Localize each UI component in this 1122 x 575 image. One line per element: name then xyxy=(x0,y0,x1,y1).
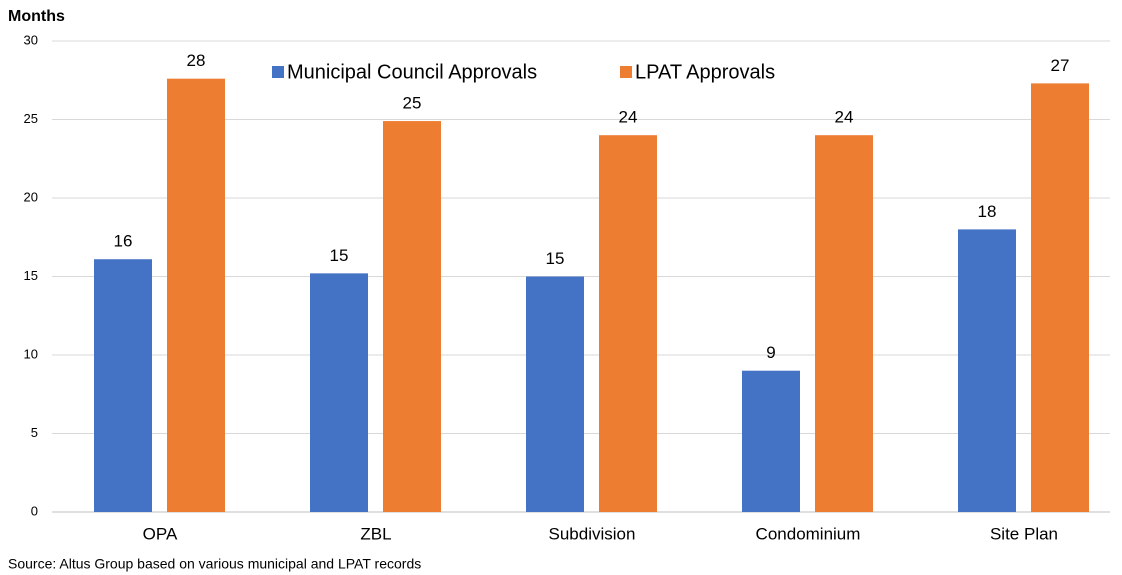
bar xyxy=(310,273,368,512)
x-tick-label: Condominium xyxy=(756,524,861,543)
value-label: 16 xyxy=(114,232,133,251)
value-label: 24 xyxy=(835,108,854,127)
bar xyxy=(1031,83,1089,512)
value-label: 15 xyxy=(546,249,565,268)
y-tick-label: 10 xyxy=(24,346,38,361)
value-label: 24 xyxy=(619,108,638,127)
legend-swatch xyxy=(272,66,284,78)
x-tick-label: Site Plan xyxy=(990,524,1058,543)
bar xyxy=(958,229,1016,512)
y-tick-label: 25 xyxy=(24,111,38,126)
value-label: 27 xyxy=(1051,56,1070,75)
bar xyxy=(526,276,584,512)
x-tick-label: ZBL xyxy=(360,524,391,543)
bar xyxy=(815,135,873,512)
y-tick-label: 0 xyxy=(31,503,38,518)
value-label: 18 xyxy=(978,202,997,221)
bar xyxy=(599,135,657,512)
value-label: 9 xyxy=(766,343,775,362)
bar xyxy=(742,370,800,512)
bar xyxy=(167,78,225,513)
legend-label: Municipal Council Approvals xyxy=(287,61,537,83)
value-label: 28 xyxy=(187,51,206,70)
legend-label: LPAT Approvals xyxy=(635,61,775,83)
chart-title: Months xyxy=(8,8,65,25)
x-tick-label: OPA xyxy=(143,524,178,543)
y-tick-label: 15 xyxy=(24,268,38,283)
source-note: Source: Altus Group based on various mun… xyxy=(8,556,421,572)
bar xyxy=(94,259,152,512)
legend-swatch xyxy=(620,66,632,78)
y-tick-label: 20 xyxy=(24,189,38,204)
x-tick-label: Subdivision xyxy=(549,524,636,543)
value-label: 15 xyxy=(330,246,349,265)
y-tick-label: 5 xyxy=(31,425,38,440)
y-tick-label: 30 xyxy=(24,32,38,47)
value-label: 25 xyxy=(403,94,422,113)
bar xyxy=(383,121,441,512)
